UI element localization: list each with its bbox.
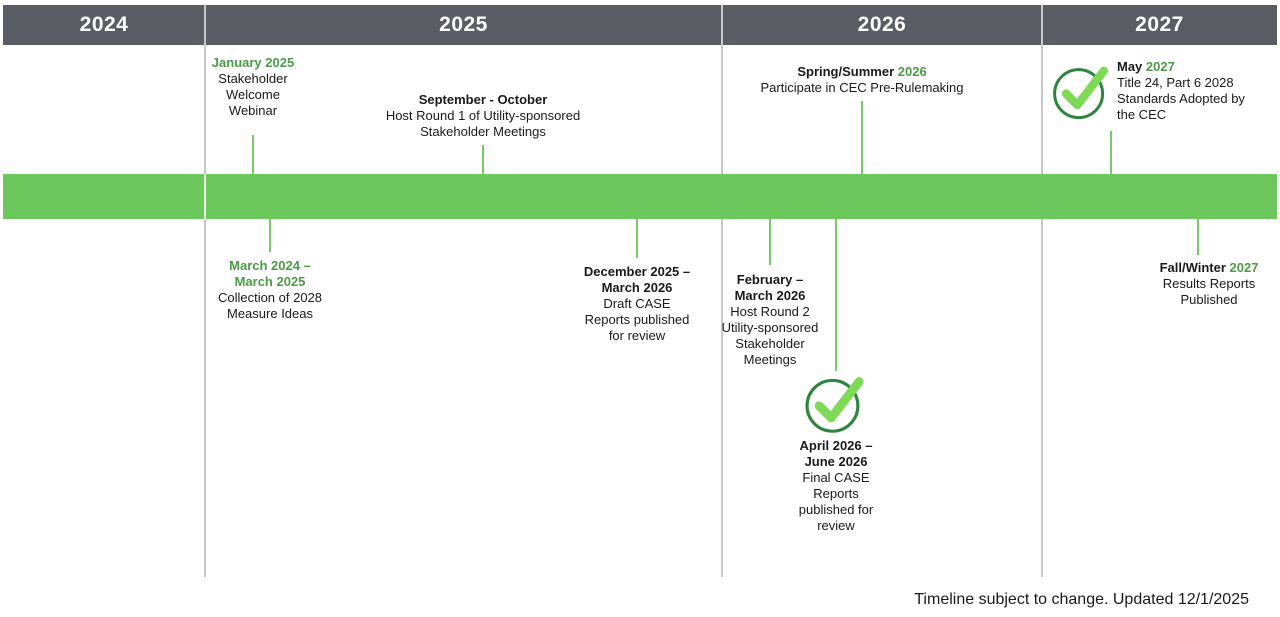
milestone-date: May 2027 — [1117, 59, 1175, 74]
year-header-2026: 2026 — [857, 13, 907, 36]
milestone-text-line: Stakeholder — [735, 336, 805, 351]
milestone-welcome-webinar: January 2025 Stakeholder Welcome Webinar — [192, 55, 314, 119]
milestone-results-reports: Fall/Winter 2027 Results Reports Publish… — [1129, 260, 1280, 308]
milestone-date: Spring/Summer 2026 — [797, 64, 927, 79]
milestone-text-line: the CEC — [1117, 107, 1167, 122]
milestone-text-line: Results Reports — [1162, 276, 1256, 291]
connector-september-october — [482, 145, 484, 174]
milestone-text-line: Welcome — [226, 87, 280, 102]
milestone-text-line: published for — [798, 502, 874, 517]
milestone-date: March 2026 — [734, 288, 806, 303]
milestone-date: April 2026 – — [799, 438, 873, 453]
milestone-text-line: Stakeholder Meetings — [420, 124, 546, 139]
milestone-text-line: Collection of 2028 — [217, 290, 323, 305]
connector-january-2025 — [252, 135, 254, 174]
milestone-text-line: Draft CASE — [603, 296, 671, 311]
connector-february-2026 — [769, 219, 771, 265]
milestone-date: February – — [736, 272, 804, 287]
timeline-band — [3, 174, 1277, 219]
milestone-text-line: Utility-sponsored — [721, 320, 819, 335]
milestone-date: March 2024 – — [229, 258, 311, 273]
milestone-date: March 2025 — [234, 274, 306, 289]
milestone-date: March 2026 — [601, 280, 673, 295]
milestone-round2-meetings: February – March 2026 Host Round 2 Utili… — [710, 272, 830, 368]
year-divider-2026-2027 — [1041, 5, 1043, 577]
milestone-final-case-reports: April 2026 – June 2026 Final CASE Report… — [780, 438, 892, 534]
milestone-text-line: Meetings — [743, 352, 797, 367]
connector-may-2027 — [1110, 131, 1112, 174]
year-divider-2025-2026 — [721, 5, 723, 577]
milestone-text-line: Reports published — [584, 312, 690, 327]
year-divider-2024-2025 — [204, 5, 206, 577]
milestone-text-line: Host Round 1 of Utility-sponsored — [385, 108, 581, 123]
milestone-text-line: Standards Adopted by — [1117, 91, 1245, 106]
milestone-date: June 2026 — [804, 454, 868, 469]
connector-march-2024-2025 — [269, 219, 271, 252]
milestone-date: Fall/Winter 2027 — [1159, 260, 1259, 275]
milestone-draft-case-reports: December 2025 – March 2026 Draft CASE Re… — [562, 264, 712, 344]
milestone-text-line: Published — [1180, 292, 1238, 307]
milestone-cec-prerulemaking: Spring/Summer 2026 Participate in CEC Pr… — [732, 64, 992, 96]
checkmark-circle-icon — [1051, 58, 1111, 122]
milestone-text-line: Participate in CEC Pre-Rulemaking — [760, 80, 964, 95]
milestone-date: September - October — [418, 92, 548, 107]
year-header-2027: 2027 — [1135, 13, 1184, 36]
year-header-bar: 2024 2025 2026 2027 — [3, 5, 1277, 45]
milestone-date: January 2025 — [211, 55, 295, 70]
checkmark-circle-icon — [803, 369, 867, 435]
milestone-text-line: Webinar — [228, 103, 278, 118]
milestone-text-line: Host Round 2 — [730, 304, 810, 319]
milestone-measure-ideas: March 2024 – March 2025 Collection of 20… — [200, 258, 340, 322]
connector-december-2025 — [636, 219, 638, 258]
milestone-text-line: Final CASE — [802, 470, 870, 485]
milestone-date: December 2025 – — [583, 264, 691, 279]
milestone-text-line: for review — [608, 328, 666, 343]
connector-spring-summer-2026 — [861, 101, 863, 174]
timeline-disclaimer: Timeline subject to change. Updated 12/1… — [914, 591, 1249, 608]
connector-april-2026 — [835, 219, 837, 371]
milestone-standards-adopted: May 2027 Title 24, Part 6 2028 Standards… — [1117, 59, 1269, 123]
milestone-round1-meetings: September - October Host Round 1 of Util… — [363, 92, 603, 140]
connector-fall-winter-2027 — [1197, 219, 1199, 255]
milestone-text-line: review — [817, 518, 855, 533]
milestone-text-line: Title 24, Part 6 2028 — [1117, 75, 1234, 90]
year-header-2024: 2024 — [79, 13, 129, 36]
year-header-2025: 2025 — [439, 13, 488, 36]
milestone-text-line: Stakeholder — [218, 71, 288, 86]
milestone-text-line: Measure Ideas — [227, 306, 313, 321]
band-divider-overlay — [204, 174, 206, 219]
milestone-text-line: Reports — [813, 486, 859, 501]
